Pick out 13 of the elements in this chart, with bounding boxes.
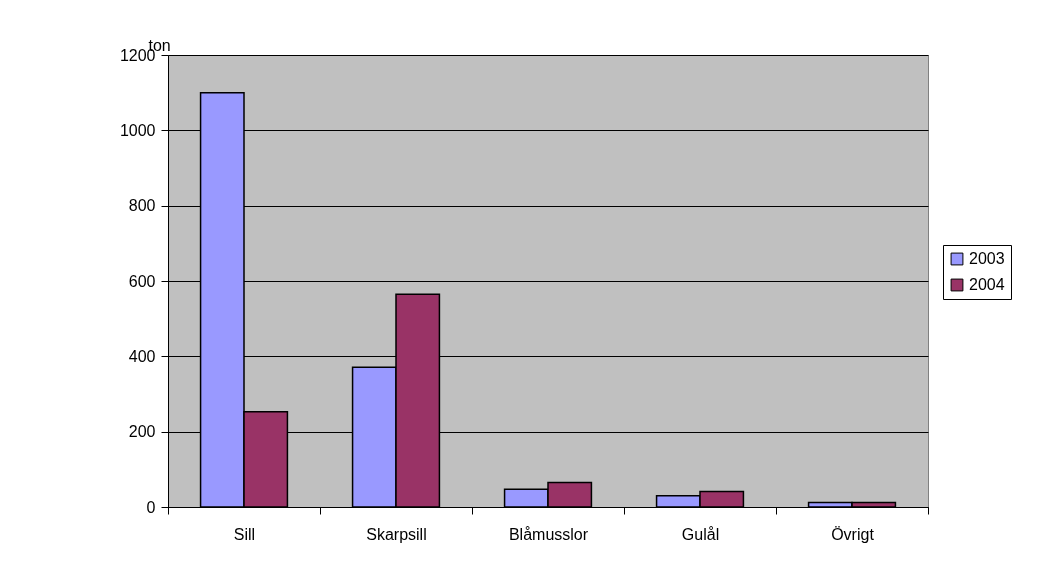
x-tick-label: Sill [233,525,256,543]
y-tick-label: 1000 [119,121,156,139]
y-tick-label: 0 [146,498,156,516]
y-tick-label: 200 [128,423,156,441]
x-tick-label: Övrigt [831,525,875,543]
y-tick-label: 800 [128,197,156,215]
y-tick-label: 400 [128,347,156,365]
legend-label: 2003 [969,250,1005,267]
x-tick-label: Skarpsill [366,525,427,543]
legend-label: 2004 [969,276,1005,293]
y-tick-label: 600 [128,272,156,290]
x-tick-label: Blåmusslor [508,525,589,543]
x-tick-label: Gulål [681,525,720,543]
